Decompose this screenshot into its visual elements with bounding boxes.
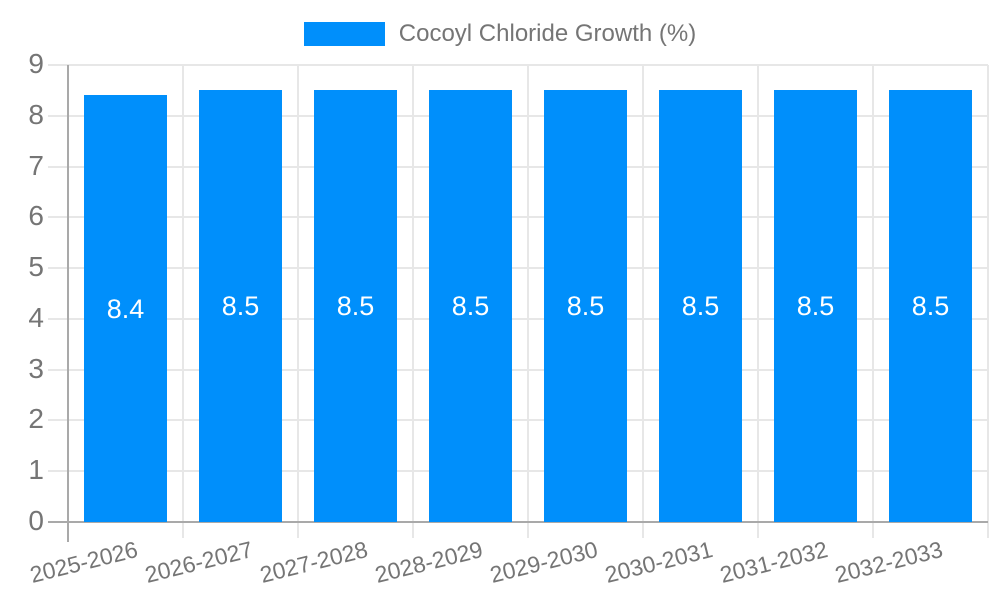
y-axis-label: 0	[28, 505, 44, 536]
bar-value-label: 8.5	[221, 291, 260, 322]
x-gridline	[642, 65, 644, 538]
x-gridline	[182, 65, 184, 538]
x-gridline	[872, 65, 874, 538]
y-axis-label: 2	[28, 403, 44, 435]
x-gridline	[412, 65, 414, 538]
y-gridline	[48, 419, 988, 422]
bar-value-label: 8.5	[681, 291, 720, 322]
y-gridline	[48, 317, 988, 320]
legend-swatch	[303, 22, 385, 46]
bar-value-label: 8.5	[796, 291, 835, 322]
x-gridline	[757, 65, 759, 538]
y-gridline	[48, 165, 988, 168]
y-gridline	[48, 216, 988, 219]
bar[interactable]: 8.4	[84, 95, 167, 522]
y-axis-label: 4	[28, 301, 44, 333]
bar-value-label: 8.5	[566, 291, 605, 322]
y-axis-line	[67, 65, 69, 542]
legend-label: Cocoyl Chloride Growth (%)	[398, 20, 697, 47]
y-axis-label: 7	[28, 149, 44, 181]
bar-value-label: 8.5	[911, 291, 950, 322]
bar-value-label: 8.4	[106, 293, 145, 324]
y-axis-label: 1	[28, 454, 44, 486]
bar[interactable]: 8.5	[659, 90, 742, 522]
bar-value-label: 8.5	[336, 291, 375, 322]
x-gridline	[527, 65, 529, 538]
y-gridline	[48, 267, 988, 270]
y-axis-label: 9	[28, 48, 44, 79]
bar-value-label: 8.5	[451, 291, 490, 322]
legend[interactable]: Cocoyl Chloride Growth (%)	[0, 20, 1000, 48]
bar[interactable]: 8.5	[429, 90, 512, 522]
y-gridline	[48, 64, 988, 66]
bar[interactable]: 8.5	[889, 90, 972, 522]
x-gridline	[297, 65, 299, 538]
y-axis-label: 3	[28, 352, 44, 384]
bar[interactable]: 8.5	[199, 90, 282, 522]
y-axis-label: 8	[28, 98, 44, 130]
bar[interactable]: 8.5	[314, 90, 397, 522]
x-axis-baseline-overlay	[48, 521, 988, 523]
bar[interactable]: 8.5	[544, 90, 627, 522]
bar[interactable]: 8.5	[774, 90, 857, 522]
y-gridline	[48, 470, 988, 473]
y-gridline	[48, 368, 988, 371]
y-axis-label: 6	[28, 200, 44, 232]
y-axis-label: 5	[28, 251, 44, 283]
x-gridline	[987, 65, 989, 538]
y-gridline	[48, 114, 988, 117]
